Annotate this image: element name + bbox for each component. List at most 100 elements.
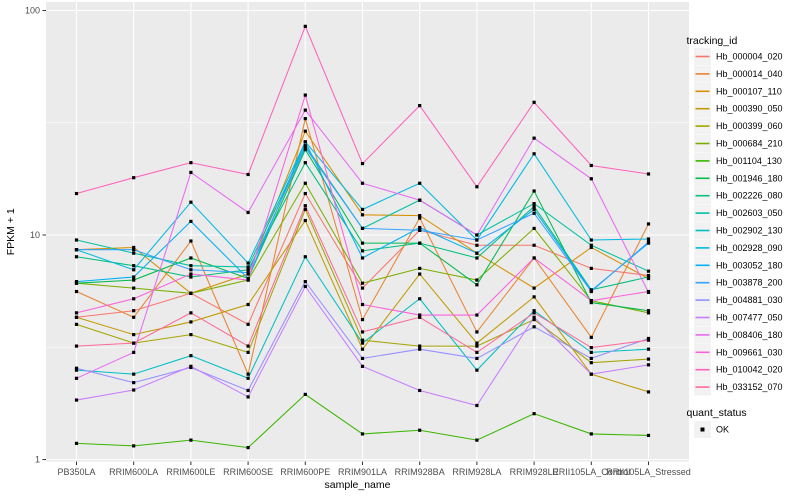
legend-item-label: Hb_008406_180 — [716, 330, 783, 340]
legend-item-label: Hb_009661_030 — [716, 347, 783, 357]
data-point — [189, 320, 193, 324]
data-point — [303, 280, 307, 284]
data-point — [189, 264, 193, 268]
x-axis-tick-label: PB350LA — [57, 467, 95, 477]
data-point — [589, 432, 593, 436]
legend-item-label: Hb_001946_180 — [716, 173, 783, 183]
legend-item-label: Hb_003052_180 — [716, 260, 783, 270]
data-point — [418, 198, 422, 202]
plot-panel — [46, 2, 689, 462]
quant-status-item-label: OK — [716, 425, 729, 435]
data-point — [589, 361, 593, 365]
data-point — [189, 438, 193, 442]
data-point — [74, 255, 79, 259]
legend-item-label: Hb_002226_080 — [716, 191, 783, 201]
data-point — [475, 344, 479, 348]
data-point — [246, 372, 250, 376]
data-point — [246, 344, 250, 348]
data-point — [418, 266, 422, 270]
data-point — [189, 272, 193, 276]
data-point — [246, 265, 250, 269]
y-axis-title: FPKM + 1 — [5, 208, 17, 255]
data-point — [589, 346, 593, 350]
data-point — [646, 269, 651, 273]
data-point — [360, 241, 365, 245]
x-axis-tick-label: RRIM600LE — [166, 467, 215, 477]
data-point — [418, 344, 422, 348]
quant-status-point-marker — [700, 427, 705, 432]
data-point — [189, 275, 193, 279]
data-point — [360, 161, 365, 166]
data-point — [132, 333, 136, 337]
data-point — [646, 311, 651, 315]
data-point — [646, 289, 651, 294]
data-point — [189, 333, 193, 337]
data-point — [74, 311, 79, 315]
data-point — [646, 240, 651, 244]
data-point — [532, 189, 536, 193]
data-point — [246, 261, 250, 265]
data-point — [646, 222, 651, 226]
data-point — [189, 268, 193, 272]
data-point — [246, 271, 250, 275]
data-point — [303, 146, 307, 150]
data-point — [532, 226, 536, 231]
data-point — [475, 368, 479, 372]
data-point — [360, 317, 365, 322]
data-point — [132, 251, 136, 255]
data-point — [246, 350, 250, 354]
data-point — [646, 237, 651, 241]
legend-item-label: Hb_003878_200 — [716, 278, 783, 288]
data-point — [418, 241, 422, 245]
data-point — [303, 148, 307, 152]
data-point — [418, 347, 422, 351]
data-point — [532, 136, 536, 140]
x-axis-tick-label: RRIM600PE — [280, 467, 330, 477]
data-point — [246, 210, 250, 215]
data-point — [589, 335, 593, 339]
data-point — [132, 268, 136, 272]
data-point — [132, 275, 136, 279]
legend-item-label: Hb_000107_110 — [716, 86, 782, 96]
x-axis-title: sample_name — [325, 479, 391, 491]
data-point — [360, 341, 365, 345]
data-point — [132, 264, 136, 268]
data-point — [74, 368, 79, 372]
data-point — [589, 245, 593, 250]
data-point — [532, 243, 536, 247]
data-point — [418, 181, 422, 185]
legend-item-label: Hb_033152_070 — [716, 382, 783, 392]
data-point — [418, 388, 422, 393]
x-axis-tick-label: RRIM600LA — [109, 467, 158, 477]
quant-status-legend-title: quant_status — [687, 407, 747, 419]
data-point — [360, 181, 365, 185]
data-point — [189, 200, 193, 204]
data-point — [646, 363, 651, 367]
data-point — [303, 93, 307, 97]
data-point — [360, 356, 365, 361]
data-point — [303, 108, 307, 112]
data-point — [532, 295, 536, 299]
data-point — [360, 249, 365, 253]
legend-item-label: Hb_000399_060 — [716, 121, 783, 131]
data-point — [246, 172, 250, 177]
data-point — [475, 278, 479, 282]
x-axis-tick-label: RRIM928BA — [395, 467, 445, 477]
data-point — [246, 322, 250, 326]
data-point — [589, 299, 593, 303]
data-point — [475, 251, 479, 255]
legend-item-label: Hb_000390_050 — [716, 104, 783, 114]
data-point — [418, 313, 422, 317]
data-point — [360, 207, 365, 212]
data-point — [132, 297, 136, 301]
data-point — [246, 445, 250, 450]
legend-item-label: Hb_000004_020 — [716, 52, 783, 62]
data-point — [589, 350, 593, 354]
data-point — [532, 207, 536, 212]
legend-item-label: Hb_002902_130 — [716, 226, 783, 236]
legend-item-label: Hb_000684_210 — [716, 139, 783, 149]
data-point — [475, 350, 479, 354]
data-point — [532, 311, 536, 315]
legend-item-label: Hb_001104_130 — [716, 156, 782, 166]
data-point — [303, 255, 307, 259]
